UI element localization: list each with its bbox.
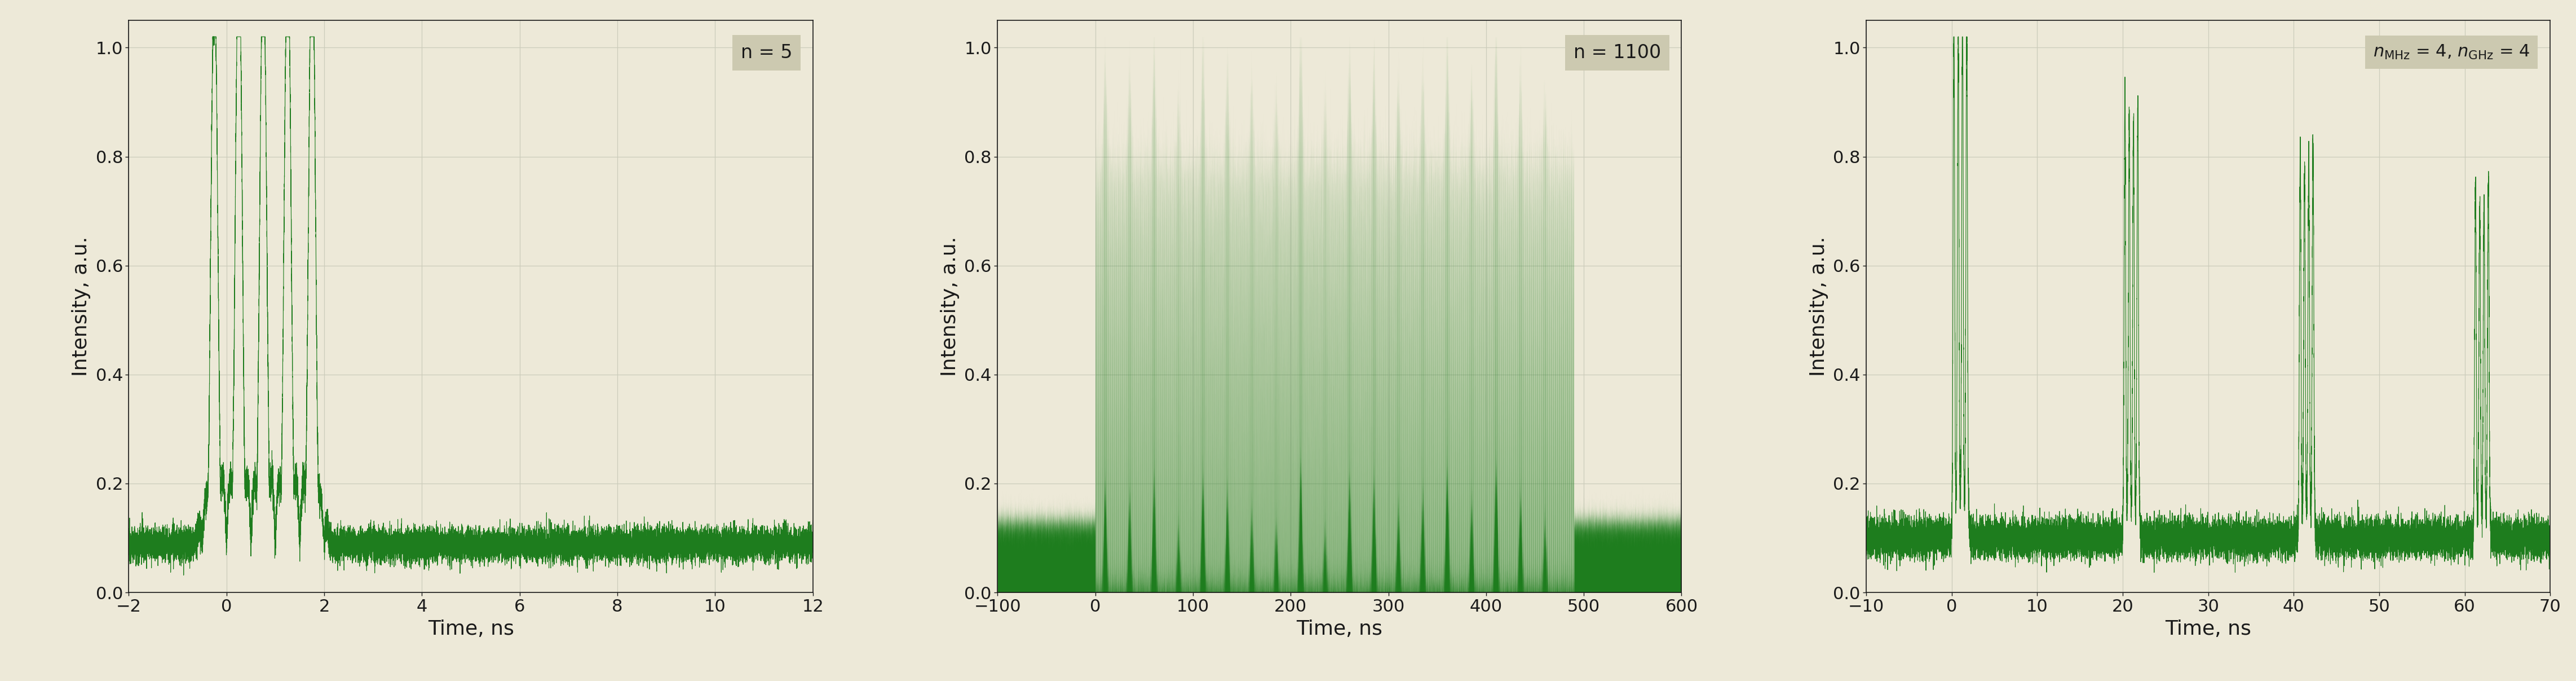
Text: $n_{\mathregular{MHz}}$ = 4, $n_{\mathregular{GHz}}$ = 4: $n_{\mathregular{MHz}}$ = 4, $n_{\mathre… <box>2372 44 2530 61</box>
Text: n = 5: n = 5 <box>742 44 793 62</box>
X-axis label: Time, ns: Time, ns <box>2166 620 2251 639</box>
Y-axis label: Intensity, a.u.: Intensity, a.u. <box>72 236 90 377</box>
Text: n = 1100: n = 1100 <box>1574 44 1662 62</box>
Y-axis label: Intensity, a.u.: Intensity, a.u. <box>940 236 961 377</box>
X-axis label: Time, ns: Time, ns <box>1296 620 1383 639</box>
Y-axis label: Intensity, a.u.: Intensity, a.u. <box>1808 236 1829 377</box>
X-axis label: Time, ns: Time, ns <box>428 620 513 639</box>
